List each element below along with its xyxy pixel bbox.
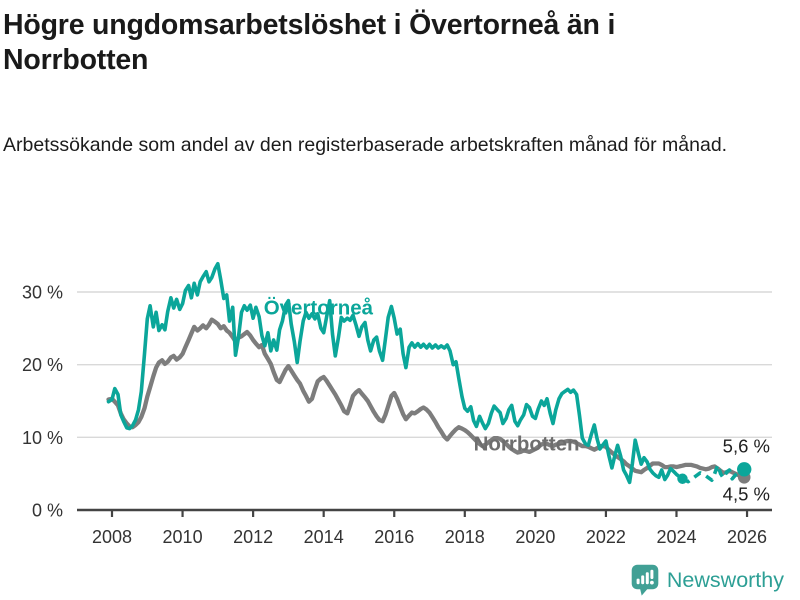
gridlines — [77, 291, 772, 439]
x-tick-label: 2010 — [163, 527, 203, 547]
page-subtitle: Arbetssökande som andel av den registerb… — [3, 134, 728, 156]
övertorneå-line-dashed — [681, 463, 746, 484]
page-title: Högre ungdomsarbetslöshet i Övertorneå ä… — [3, 9, 616, 76]
övertorneå-marker — [677, 473, 688, 484]
newsworthy-brand: Newsworthy — [631, 564, 784, 597]
x-tick-label: 2020 — [515, 527, 555, 547]
overtornea-series-label: Övertorneå — [264, 297, 374, 320]
x-tick-label: 2024 — [656, 527, 696, 547]
x-tick-label: 2008 — [92, 527, 132, 547]
y-tick-label: 0 % — [32, 501, 63, 521]
overtornea-line — [106, 261, 746, 485]
chart-annotations: Övertorneå Norrbotten 5,6 % 4,5 % — [264, 297, 770, 505]
unemployment-line-chart: 0 % 10 % 20 % 30 % 2008 2010 2012 2014 2016 2018… — [22, 261, 772, 547]
data-point-markers — [677, 462, 752, 484]
x-tick-label: 2022 — [586, 527, 626, 547]
norrbotten-line — [106, 317, 747, 480]
norrbotten-line-solid — [106, 317, 747, 480]
x-axis — [77, 508, 772, 517]
norrbotten-series-label: Norrbotten — [474, 432, 580, 455]
x-tick-label: 2012 — [233, 527, 273, 547]
end-value-overtornea: 5,6 % — [723, 436, 770, 457]
end-value-norrbotten: 4,5 % — [723, 484, 770, 505]
newsworthy-logo-text: Newsworthy — [666, 568, 784, 592]
x-tick-label: 2014 — [304, 527, 344, 547]
y-axis-tick-labels: 0 % 10 % 20 % 30 % — [22, 282, 63, 520]
x-tick-label: 2018 — [445, 527, 485, 547]
y-tick-label: 10 % — [22, 428, 63, 448]
x-tick-label: 2026 — [727, 527, 767, 547]
newsworthy-logo-icon — [631, 564, 659, 596]
y-tick-label: 20 % — [22, 355, 63, 375]
övertorneå-line-solid — [106, 261, 685, 485]
övertorneå-marker — [737, 462, 752, 477]
y-tick-label: 30 % — [22, 282, 63, 302]
x-tick-label: 2016 — [374, 527, 414, 547]
x-axis-tick-labels: 2008 2010 2012 2014 2016 2018 2020 2022 2024 2026 — [92, 527, 767, 547]
